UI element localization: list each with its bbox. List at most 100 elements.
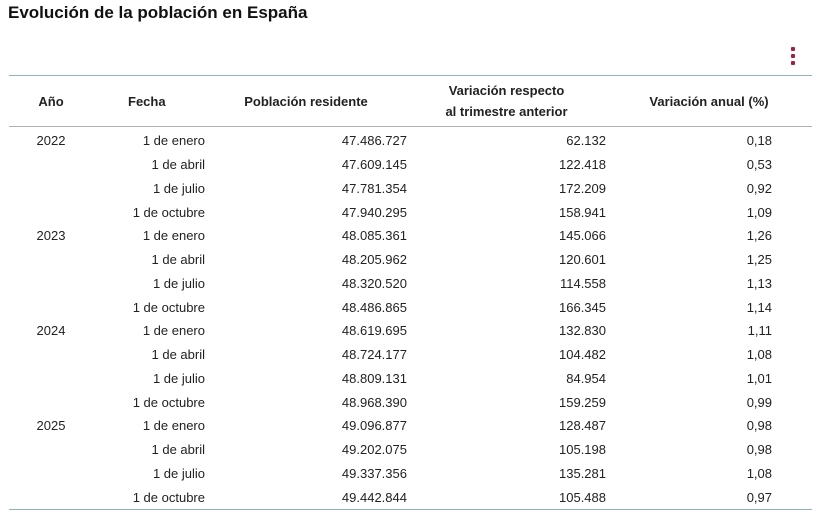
cell-annual-variation: 0,18: [746, 133, 772, 149]
cell-date: 1 de enero: [142, 228, 205, 244]
cell-population: 48.486.865: [341, 299, 407, 315]
cell-quarterly-variation: 172.209: [559, 180, 606, 196]
cell-date: 1 de julio: [152, 180, 205, 196]
kebab-dot: [791, 54, 795, 58]
table-row: 1 de julio 48.320.520 114.558 1,13: [9, 272, 812, 296]
cell-annual-variation: 1,08: [746, 465, 772, 481]
cell-population: 48.085.361: [341, 228, 407, 244]
cell-date: 1 de abril: [151, 442, 205, 458]
cell-annual-variation: 1,01: [746, 370, 772, 386]
table-row: 1 de julio 49.337.356 135.281 1,08: [9, 462, 812, 486]
cell-quarterly-variation: 105.488: [559, 489, 606, 505]
cell-annual-variation: 0,97: [746, 489, 772, 505]
table-row: 1 de octubre 48.486.865 166.345 1,14: [9, 295, 812, 319]
cell-quarterly-variation: 128.487: [559, 418, 606, 434]
cell-quarterly-variation: 114.558: [559, 275, 606, 291]
cell-year: [9, 177, 93, 201]
cell-annual-variation: 0,53: [746, 157, 772, 173]
cell-year: 2023: [36, 228, 66, 244]
cell-annual-variation: 0,92: [746, 180, 772, 196]
kebab-dot: [791, 61, 795, 65]
table-row: 1 de octubre 48.968.390 159.259 0,99: [9, 390, 812, 414]
cell-population: 49.096.877: [341, 418, 407, 434]
table-row: 2024 1 de enero 48.619.695 132.830 1,11: [9, 319, 812, 343]
cell-date: 1 de octubre: [132, 204, 205, 220]
cell-quarterly-variation: 105.198: [559, 442, 606, 458]
cell-annual-variation: 1,13: [746, 275, 772, 291]
cell-date: 1 de enero: [142, 133, 205, 149]
cell-population: 47.486.727: [341, 133, 407, 149]
cell-date: 1 de enero: [142, 323, 205, 339]
cell-quarterly-variation: 135.281: [559, 465, 606, 481]
header-annual-variation: Variación anual (%): [649, 93, 769, 109]
cell-annual-variation: 1,11: [747, 323, 772, 339]
cell-population: 48.619.695: [341, 323, 407, 339]
cell-year: 2022: [36, 133, 66, 149]
cell-population: 48.968.390: [341, 394, 407, 410]
cell-quarterly-variation: 145.066: [559, 228, 606, 244]
cell-population: 48.724.177: [341, 347, 407, 363]
cell-year: [9, 295, 93, 319]
table-row: 1 de octubre 47.940.295 158.941 1,09: [9, 200, 812, 224]
cell-year: [9, 462, 93, 486]
cell-population: 49.337.356: [341, 465, 407, 481]
cell-year: [9, 153, 93, 177]
cell-annual-variation: 1,09: [746, 204, 772, 220]
cell-annual-variation: 1,26: [746, 228, 772, 244]
table-row: 2022 1 de enero 47.486.727 62.132 0,18: [9, 127, 812, 153]
cell-population: 48.809.131: [341, 370, 407, 386]
cell-annual-variation: 0,98: [746, 442, 772, 458]
cell-annual-variation: 1,14: [746, 299, 772, 315]
cell-annual-variation: 1,25: [746, 252, 772, 268]
cell-population: 49.442.844: [341, 489, 407, 505]
table-row: 1 de octubre 49.442.844 105.488 0,97: [9, 485, 812, 510]
cell-date: 1 de abril: [151, 157, 205, 173]
table-row: 1 de julio 47.781.354 172.209 0,92: [9, 177, 812, 201]
cell-date: 1 de enero: [142, 418, 205, 434]
cell-date: 1 de octubre: [132, 489, 205, 505]
kebab-menu-icon[interactable]: [790, 47, 796, 65]
cell-quarterly-variation: 62.132: [566, 133, 606, 149]
header-population: Población residente: [244, 93, 368, 109]
table-row: 2025 1 de enero 49.096.877 128.487 0,98: [9, 414, 812, 438]
cell-population: 47.609.145: [341, 157, 407, 173]
cell-quarterly-variation: 104.482: [559, 347, 606, 363]
cell-date: 1 de abril: [151, 347, 205, 363]
table-row: 1 de abril 49.202.075 105.198 0,98: [9, 438, 812, 462]
cell-quarterly-variation: 166.345: [559, 299, 606, 315]
cell-date: 1 de octubre: [132, 394, 205, 410]
cell-year: [9, 367, 93, 391]
table-row: 1 de abril 48.724.177 104.482 1,08: [9, 343, 812, 367]
cell-date: 1 de julio: [152, 465, 205, 481]
table-row: 1 de abril 48.205.962 120.601 1,25: [9, 248, 812, 272]
header-date: Fecha: [128, 93, 166, 109]
cell-quarterly-variation: 84.954: [566, 370, 606, 386]
kebab-dot: [791, 47, 795, 51]
cell-year: [9, 343, 93, 367]
cell-date: 1 de abril: [151, 252, 205, 268]
cell-year: [9, 272, 93, 296]
cell-year: [9, 485, 93, 509]
cell-year: [9, 438, 93, 462]
table-row: 1 de julio 48.809.131 84.954 1,01: [9, 367, 812, 391]
table-header-row: Año Fecha Población residente Variación …: [9, 75, 812, 127]
header-quarterly-variation: Variación respecto al trimestre anterior: [407, 76, 606, 127]
cell-population: 48.320.520: [341, 275, 407, 291]
cell-year: [9, 200, 93, 224]
cell-population: 49.202.075: [341, 442, 407, 458]
cell-year: [9, 248, 93, 272]
cell-date: 1 de octubre: [132, 299, 205, 315]
header-quarterly-line1: Variación respecto: [448, 83, 565, 98]
table-row: 2023 1 de enero 48.085.361 145.066 1,26: [9, 224, 812, 248]
cell-population: 47.940.295: [341, 204, 407, 220]
cell-date: 1 de julio: [152, 370, 205, 386]
cell-year: 2024: [36, 323, 66, 339]
cell-date: 1 de julio: [152, 275, 205, 291]
cell-annual-variation: 0,99: [746, 394, 772, 410]
cell-population: 48.205.962: [341, 252, 407, 268]
header-quarterly-line2: al trimestre anterior: [445, 104, 568, 119]
cell-quarterly-variation: 132.830: [559, 323, 606, 339]
table-row: 1 de abril 47.609.145 122.418 0,53: [9, 153, 812, 177]
cell-quarterly-variation: 120.601: [559, 252, 606, 268]
cell-year: 2025: [36, 418, 66, 434]
